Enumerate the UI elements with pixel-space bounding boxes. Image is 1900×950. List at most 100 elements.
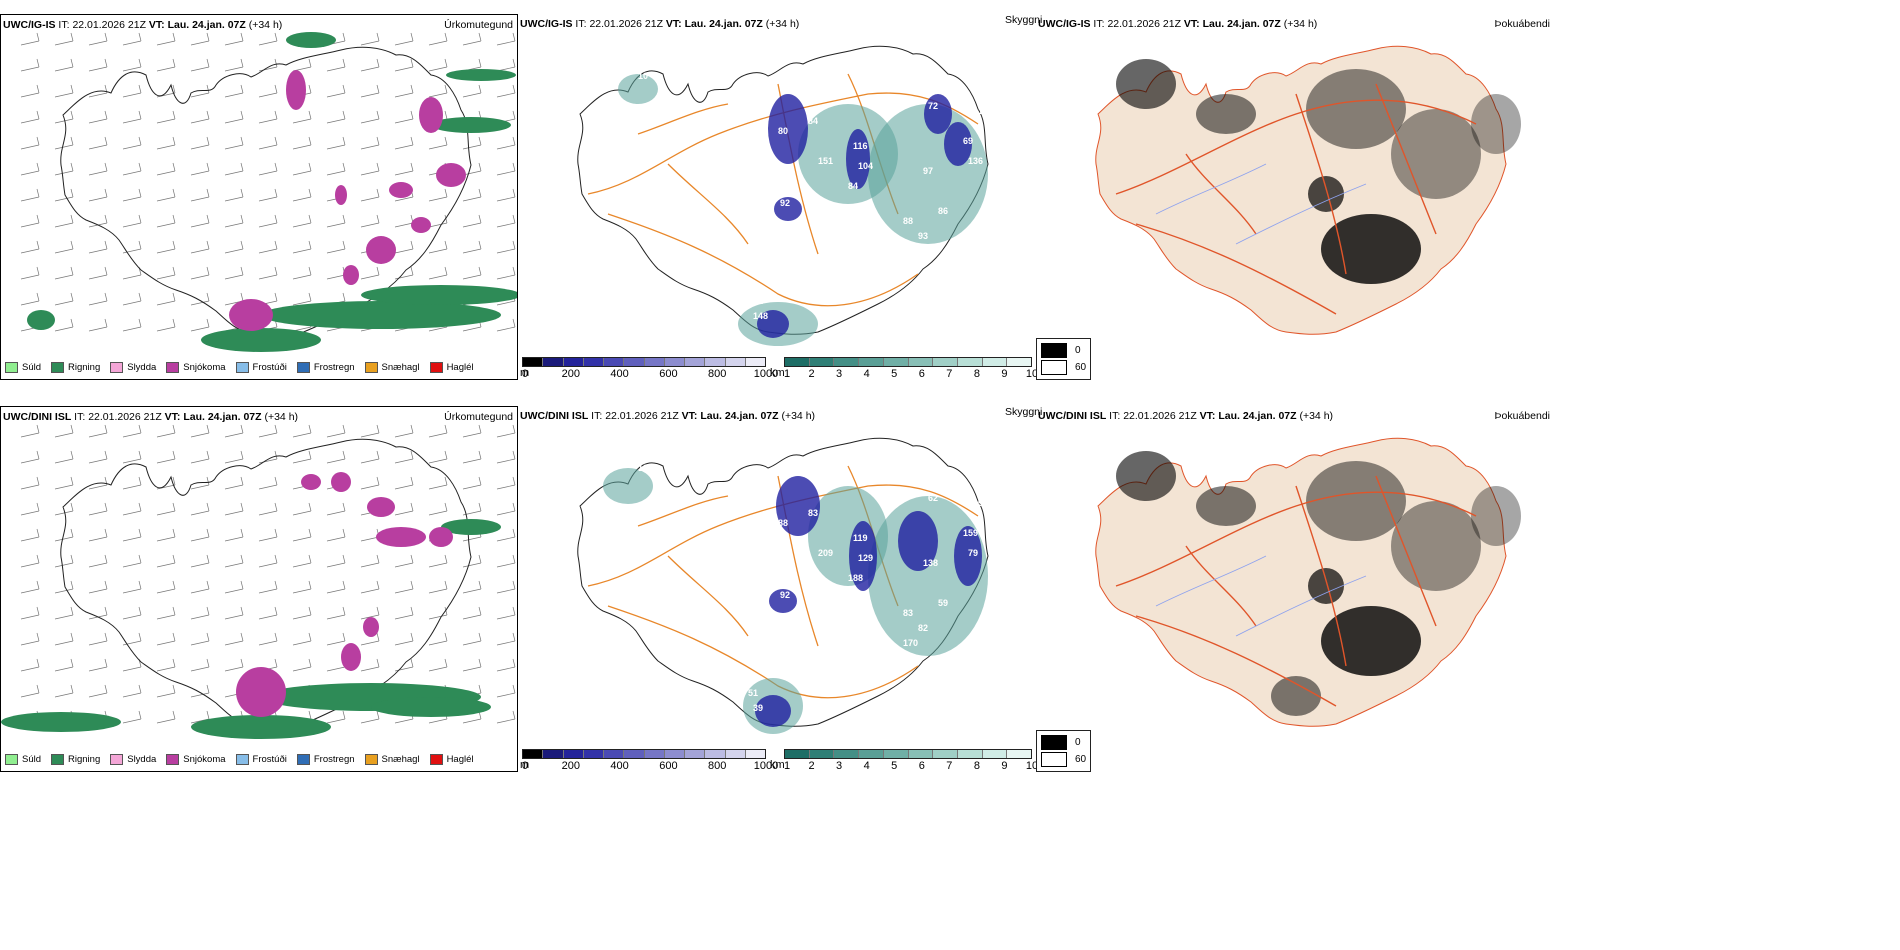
wind-barb-flag [444, 58, 448, 68]
colorbar-tick: 800 [708, 368, 727, 380]
wind-barb [156, 170, 176, 176]
wind-barb [394, 640, 414, 646]
colorbar-tick: 0 [522, 368, 529, 380]
wind-barb-flag [240, 502, 244, 512]
wind-barb-flag [512, 424, 516, 434]
wind-barb-flag [206, 606, 210, 616]
wind-barb [496, 718, 516, 724]
wind-barb [326, 274, 346, 280]
wind-barb [190, 536, 210, 542]
wind-barb-flag [70, 632, 74, 642]
wind-barb-flag [104, 266, 108, 276]
wind-barb [496, 536, 516, 542]
wind-barb-flag [70, 162, 74, 172]
wind-barb [156, 666, 176, 672]
wind-barb-flag [36, 188, 40, 198]
wind-barb [156, 248, 176, 254]
ceiling-value-label: 209 [818, 548, 833, 558]
wind-barb [224, 222, 244, 228]
wind-barb-flag [240, 292, 244, 302]
legend-item: Snjókoma [166, 754, 226, 765]
river [1235, 183, 1367, 245]
wind-barb-flag [410, 424, 414, 434]
wind-barb [394, 718, 414, 724]
legend-label: Frostregn [313, 362, 355, 373]
wind-barb [496, 510, 516, 516]
wind-barb [156, 326, 176, 332]
colorbar-segment [563, 358, 584, 366]
wind-barb-flag [342, 32, 346, 42]
wind-barb-flag [512, 450, 516, 460]
colorbar-segment [883, 358, 909, 366]
legend-label: Rigning [68, 362, 101, 373]
wind-barb [54, 274, 74, 280]
snow-areas [236, 472, 453, 717]
wind-barb [122, 640, 142, 646]
wind-barb-flag [308, 162, 312, 172]
wind-barb-flag [206, 162, 210, 172]
wind-barb [88, 40, 108, 46]
wind-barb-flag [342, 502, 346, 512]
wind-barb [258, 92, 278, 98]
wind-barb [54, 614, 74, 620]
colorbar-tick: 8 [973, 368, 980, 380]
wind-barb-flag [274, 84, 278, 94]
wind-barb-flag [444, 266, 448, 276]
wind-barb [462, 588, 482, 594]
wind-barb-flag [36, 606, 40, 616]
wind-barb-flag [172, 580, 176, 590]
wind-barb [156, 510, 176, 516]
wind-barb [224, 484, 244, 490]
wind-barb-flag [240, 136, 244, 146]
wind-barb-flag [70, 606, 74, 616]
wind-barb-flag [104, 162, 108, 172]
wind-barb [20, 222, 40, 228]
wind-barb-flag [308, 214, 312, 224]
wind-barb-flag [138, 554, 142, 564]
wind-barb [428, 196, 448, 202]
wind-barb [54, 196, 74, 202]
wind-barb [20, 536, 40, 542]
wind-barb [360, 562, 380, 568]
wind-barb-flag [444, 580, 448, 590]
fog-legend-row: 60 [1041, 359, 1086, 376]
wind-barb-flag [70, 684, 74, 694]
wind-barb [258, 118, 278, 124]
wind-barb-flag [206, 502, 210, 512]
wind-barb-flag [104, 240, 108, 250]
colorbar-tick: 3 [836, 368, 843, 380]
wind-barb-flag [172, 710, 176, 720]
fog-legend-row: 0 [1041, 734, 1086, 751]
wind-barb [496, 326, 516, 332]
ceiling-area [776, 476, 820, 536]
wind-barb-flag [138, 580, 142, 590]
wind-barb [122, 510, 142, 516]
fog-legend-row: 0 [1041, 342, 1086, 359]
wind-barb [20, 666, 40, 672]
wind-barb [428, 640, 448, 646]
colorbar-tick: 400 [610, 760, 629, 772]
wind-barb [360, 222, 380, 228]
wind-barb [258, 458, 278, 464]
wind-barb-flag [410, 58, 414, 68]
wind-barb-flag [104, 528, 108, 538]
wind-barb-flag [308, 554, 312, 564]
wind-barb-flag [70, 502, 74, 512]
wind-barb-flag [444, 632, 448, 642]
ceiling-value-label: 136 [968, 156, 983, 166]
wind-barb [122, 92, 142, 98]
wind-barb-flag [308, 606, 312, 616]
wind-barb [258, 536, 278, 542]
wind-barb [394, 484, 414, 490]
wind-barb [360, 666, 380, 672]
wind-barb [54, 92, 74, 98]
visibility-area [603, 468, 653, 504]
wind-barb [122, 274, 142, 280]
colorbar-segment [644, 358, 665, 366]
wind-barb-flag [36, 84, 40, 94]
wind-barb [462, 274, 482, 280]
legend-item: Frostregn [296, 362, 355, 373]
ceiling-value-label: 83 [808, 508, 818, 518]
fog-legend-row: 60 [1041, 751, 1086, 768]
wind-barb [496, 144, 516, 150]
